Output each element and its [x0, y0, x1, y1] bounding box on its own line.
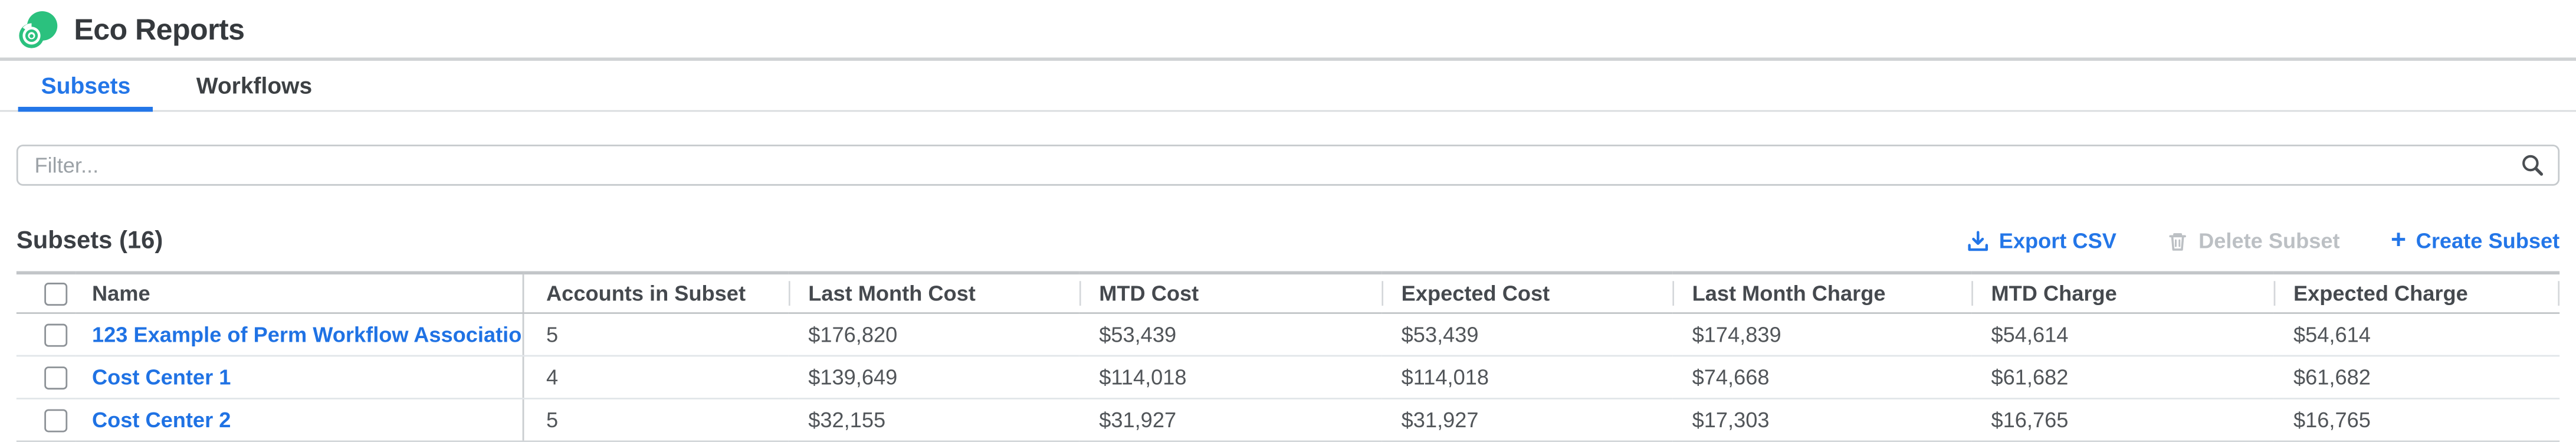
delete-subset-button[interactable]: Delete Subset: [2167, 228, 2340, 253]
tab-workflows[interactable]: Workflows: [196, 72, 313, 99]
select-all-checkbox[interactable]: [44, 283, 68, 306]
tab-bar: Subsets Workflows: [0, 57, 2576, 112]
filter-input[interactable]: [16, 145, 2560, 186]
section-title: Subsets (16): [16, 227, 163, 255]
expected-cost-cell: $31,927: [1381, 398, 1673, 442]
expected-cost-cell: $53,439: [1381, 313, 1673, 357]
row-checkbox-cell: [16, 355, 76, 400]
expected-charge-cell: $61,682: [2273, 355, 2560, 400]
plus-icon: +: [2390, 227, 2406, 255]
select-all-cell: [16, 271, 76, 314]
search-icon: [2520, 153, 2545, 178]
filter-bar: [16, 145, 2560, 186]
row-checkbox[interactable]: [44, 366, 68, 390]
subset-name-cell: 123 Example of Perm Workflow Association: [76, 313, 524, 357]
row-checkbox-cell: [16, 398, 76, 442]
row-checkbox-cell: [16, 313, 76, 357]
subset-name-cell: Cost Center 2: [76, 398, 524, 442]
row-checkbox[interactable]: [44, 324, 68, 348]
col-header-expected-charge: Expected Charge: [2273, 271, 2560, 314]
table-row: 123 Example of Perm Workflow Association…: [16, 313, 2560, 357]
download-icon: [1966, 230, 1989, 253]
last-month-charge-cell: $174,839: [1672, 313, 1972, 357]
table-row: Cost Center 2 5 $32,155 $31,927 $31,927 …: [16, 398, 2560, 442]
mtd-cost-cell: $31,927: [1079, 398, 1382, 442]
row-checkbox[interactable]: [44, 410, 68, 433]
last-month-charge-cell: $17,303: [1672, 398, 1972, 442]
col-header-expected-cost: Expected Cost: [1381, 271, 1673, 314]
action-buttons: Export CSV Delete Subset + Create Subset: [1966, 227, 2560, 255]
trash-icon: [2167, 230, 2188, 253]
last-month-cost-cell: $32,155: [788, 398, 1079, 442]
subset-name-cell: Cost Center 1: [76, 355, 524, 400]
col-header-accounts-in-subset: Accounts in Subset: [522, 271, 789, 314]
mtd-charge-cell: $61,682: [1971, 355, 2274, 400]
subsets-table: Name Accounts in Subset Last Month Cost …: [16, 271, 2560, 442]
eco-logo-icon: [17, 9, 59, 51]
create-subset-label: Create Subset: [2416, 228, 2560, 253]
export-csv-label: Export CSV: [1999, 228, 2116, 253]
mtd-cost-cell: $114,018: [1079, 355, 1382, 400]
col-header-mtd-charge: MTD Charge: [1971, 271, 2274, 314]
mtd-cost-cell: $53,439: [1079, 313, 1382, 357]
accounts-cell: 5: [522, 313, 789, 357]
last-month-cost-cell: $139,649: [788, 355, 1079, 400]
expected-charge-cell: $54,614: [2273, 313, 2560, 357]
col-header-name: Name: [76, 271, 524, 314]
col-header-mtd-cost: MTD Cost: [1079, 271, 1382, 314]
col-header-last-month-cost: Last Month Cost: [788, 271, 1079, 314]
create-subset-button[interactable]: + Create Subset: [2390, 227, 2560, 255]
last-month-charge-cell: $74,668: [1672, 355, 1972, 400]
delete-subset-label: Delete Subset: [2198, 228, 2340, 253]
subset-name-link[interactable]: Cost Center 2: [91, 407, 231, 433]
tab-subsets[interactable]: Subsets: [18, 61, 155, 112]
accounts-cell: 5: [522, 398, 789, 442]
expected-cost-cell: $114,018: [1381, 355, 1673, 400]
section-header: Subsets (16) Export CSV: [17, 227, 2559, 254]
last-month-cost-cell: $176,820: [788, 313, 1079, 357]
mtd-charge-cell: $54,614: [1971, 313, 2274, 357]
subset-name-link[interactable]: Cost Center 1: [91, 365, 231, 390]
app-header: Eco Reports: [0, 0, 2576, 57]
page-title: Eco Reports: [74, 13, 245, 46]
col-header-last-month-charge: Last Month Charge: [1672, 271, 1972, 314]
export-csv-button[interactable]: Export CSV: [1966, 228, 2116, 253]
accounts-cell: 4: [522, 355, 789, 400]
table-header-row: Name Accounts in Subset Last Month Cost …: [16, 271, 2560, 314]
expected-charge-cell: $16,765: [2273, 398, 2560, 442]
mtd-charge-cell: $16,765: [1971, 398, 2274, 442]
subset-name-link[interactable]: 123 Example of Perm Workflow Association: [91, 322, 523, 347]
table-row: Cost Center 1 4 $139,649 $114,018 $114,0…: [16, 355, 2560, 400]
